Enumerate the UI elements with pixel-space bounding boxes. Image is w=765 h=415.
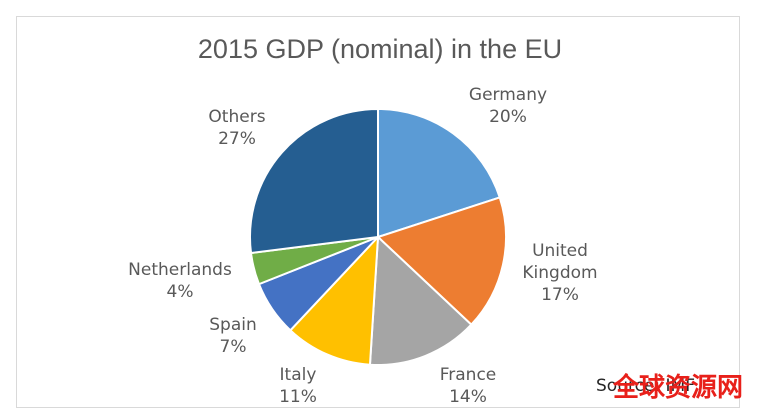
pie-slice-united-kingdom [376,196,507,327]
pie-slice-italy [288,234,380,366]
slice-label-united-kingdom: United Kingdom 17% [522,241,597,305]
chart-title: 2015 GDP (nominal) in the EU [198,34,562,64]
slice-label-italy: Italy 11% [279,365,317,407]
source-note: Source: IMF [596,376,695,396]
pie-slice-others [249,107,379,255]
pie-slice-france [368,234,473,366]
slice-label-netherlands: Netherlands 4% [128,260,232,302]
watermark-text: 全球资源网 [612,372,743,403]
pie-slice-germany [377,107,502,239]
slice-labels: Germany 20% United Kingdom 17% France 14% Italy… [128,85,597,407]
slice-label-spain: Spain 7% [209,315,257,357]
slice-label-others: Others 27% [208,107,265,149]
slice-label-germany: Germany 20% [469,85,547,127]
slice-label-france: France 14% [440,365,497,407]
pie-slices [249,107,507,366]
